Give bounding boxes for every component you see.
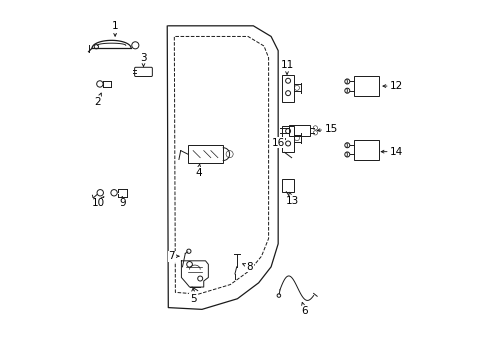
Text: 16: 16	[271, 138, 285, 148]
Text: 6: 6	[301, 302, 307, 316]
Text: 2: 2	[94, 93, 101, 107]
Text: 10: 10	[92, 197, 105, 208]
Bar	[281, 179, 294, 192]
Text: 15: 15	[317, 123, 337, 134]
Bar	[187, 145, 223, 163]
Text: 3: 3	[140, 53, 146, 67]
Bar	[281, 76, 294, 102]
Text: 1: 1	[112, 21, 118, 36]
Text: 9: 9	[119, 197, 125, 208]
Bar	[281, 126, 294, 152]
Text: 13: 13	[285, 192, 298, 206]
Text: 14: 14	[381, 147, 403, 157]
Bar	[354, 76, 378, 96]
Text: 4: 4	[195, 164, 202, 178]
Text: 11: 11	[280, 60, 293, 75]
Text: 5: 5	[189, 288, 196, 304]
Text: 8: 8	[242, 262, 253, 272]
Text: 7: 7	[168, 251, 179, 261]
Bar	[354, 140, 378, 160]
Text: 12: 12	[382, 81, 403, 91]
Bar	[288, 125, 309, 136]
